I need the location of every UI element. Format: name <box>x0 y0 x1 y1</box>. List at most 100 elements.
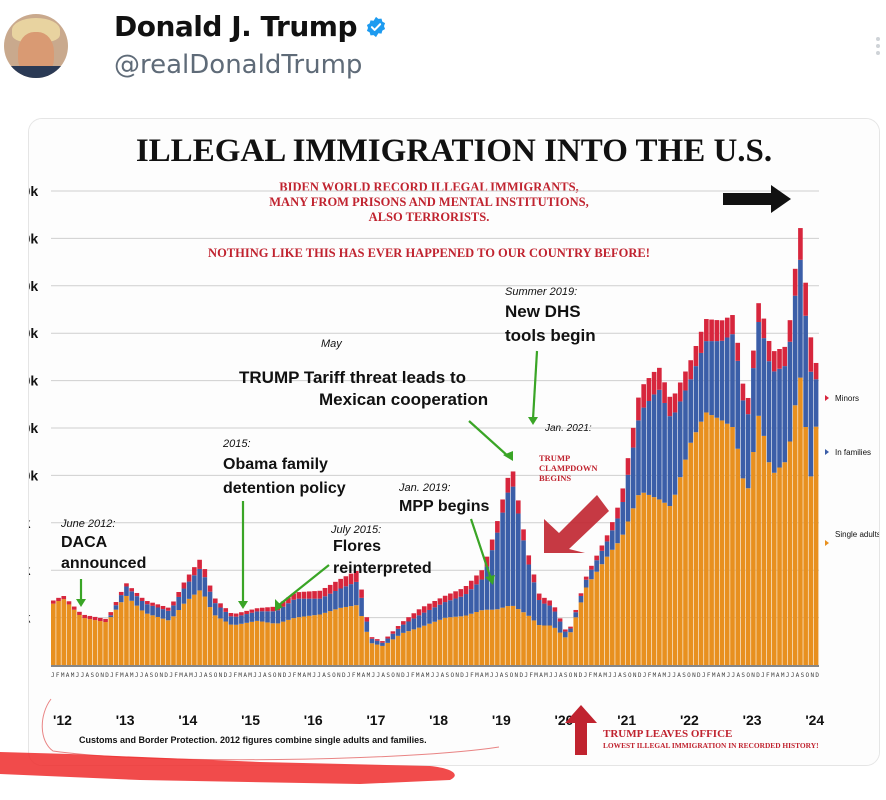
bar-segment-1 <box>139 600 145 611</box>
bar-segment-1 <box>808 371 814 477</box>
bar-segment-1 <box>134 596 140 606</box>
bar-segment-2 <box>474 575 479 585</box>
bar-segment-2 <box>139 597 145 601</box>
bar-segment-0 <box>798 377 803 665</box>
bar-segment-1 <box>171 605 176 617</box>
bar-segment-1 <box>500 512 505 608</box>
bar-segment-2 <box>730 315 735 335</box>
bar-segment-1 <box>322 596 328 613</box>
avatar[interactable] <box>4 14 68 78</box>
bar-segment-2 <box>495 521 500 533</box>
bar-segment-2 <box>380 641 385 643</box>
bar-segment-1 <box>813 379 819 427</box>
post-image[interactable]: ILLEGAL IMMIGRATION INTO THE U.S. BIDEN … <box>28 118 880 766</box>
bar-segment-2 <box>709 319 714 342</box>
bar-segment-1 <box>453 598 458 617</box>
bar-segment-2 <box>171 601 176 606</box>
bar-segment-2 <box>610 522 615 531</box>
bar-segment-2 <box>103 618 108 623</box>
bar-segment-0 <box>651 497 657 665</box>
dhs-arrowhead <box>528 417 538 425</box>
bar-segment-1 <box>176 596 182 611</box>
bar-segment-0 <box>787 441 793 665</box>
mpp-arrowhead <box>485 575 495 585</box>
bar-segment-1 <box>693 366 699 433</box>
bar-segment-0 <box>77 614 82 665</box>
bar-segment-2 <box>604 535 610 542</box>
source-note: Customs and Border Protection. 2012 figu… <box>79 735 427 745</box>
bar-segment-1 <box>118 595 124 603</box>
bar-segment-2 <box>265 607 270 612</box>
bar-segment-1 <box>124 586 129 596</box>
bar-segment-0 <box>672 494 678 665</box>
bar-segment-2 <box>228 612 234 617</box>
bar-segment-0 <box>291 618 296 665</box>
chart-legend: Minors In families Single adults <box>825 394 879 546</box>
bar-segment-0 <box>646 494 652 665</box>
bar-segment-2 <box>704 319 709 342</box>
bar-segment-2 <box>688 360 694 380</box>
bar-segment-0 <box>724 423 730 665</box>
obama-arrowhead <box>238 601 248 609</box>
bar-segment-2 <box>150 602 155 606</box>
bar-segment-1 <box>202 577 208 597</box>
bar-segment-1 <box>510 486 516 606</box>
tariff-text: Mexican cooperation <box>319 390 488 409</box>
more-options-icon[interactable] <box>874 34 882 56</box>
bar-segment-0 <box>704 412 709 665</box>
bar-segment-1 <box>239 615 244 624</box>
bar-segment-2 <box>777 349 782 369</box>
bar-segment-1 <box>505 492 511 607</box>
x-tick-label: '13 <box>116 712 135 728</box>
daca-arrowhead <box>76 599 86 607</box>
bar-segment-0 <box>489 609 495 665</box>
bar-segment-0 <box>594 571 599 665</box>
bar-segment-1 <box>385 638 390 643</box>
bar-segment-1 <box>275 610 281 624</box>
bar-segment-2 <box>390 631 396 634</box>
bar-segment-2 <box>719 320 725 341</box>
bar-segment-2 <box>197 559 202 569</box>
bar-segment-0 <box>500 607 505 665</box>
bar-segment-1 <box>259 611 265 622</box>
bar-segment-0 <box>510 605 516 665</box>
bar-segment-1 <box>542 603 547 626</box>
bar-segment-0 <box>61 599 67 665</box>
bar-segment-1 <box>625 474 631 522</box>
author-name[interactable]: Donald J. Trump <box>114 10 357 43</box>
bar-segment-1 <box>401 624 406 633</box>
tariff-text: TRUMP Tariff threat leads to <box>239 368 466 387</box>
bar-segment-1 <box>448 600 453 618</box>
post-header: Donald J. Trump @realDonaldTrump <box>0 0 886 110</box>
bar-segment-0 <box>145 613 150 665</box>
bar-segment-2 <box>667 396 673 417</box>
bar-segment-2 <box>693 345 699 367</box>
bar-segment-0 <box>542 625 547 665</box>
author-handle[interactable]: @realDonaldTrump <box>114 50 363 80</box>
bar-segment-0 <box>71 609 77 665</box>
bar-segment-0 <box>401 632 406 665</box>
bar-segment-1 <box>547 605 552 626</box>
bar-segment-1 <box>724 337 730 424</box>
bar-segment-0 <box>228 624 234 665</box>
mpp-date: Jan. 2019: <box>398 482 450 494</box>
bar-segment-1 <box>777 368 782 468</box>
crackdown-text: CLAMPDOWN <box>539 463 598 473</box>
bar-segment-1 <box>286 603 291 620</box>
bar-segment-2 <box>202 569 208 578</box>
bar-segment-0 <box>56 601 61 665</box>
bar-segment-1 <box>411 618 417 630</box>
bar-segment-2 <box>792 268 798 296</box>
y-tick-label: 60k <box>29 562 31 578</box>
bar-segment-0 <box>390 639 396 665</box>
lowest-text: LOWEST ILLEGAL IMMIGRATION IN RECORDED H… <box>603 741 819 750</box>
immigration-chart: ILLEGAL IMMIGRATION INTO THE U.S. BIDEN … <box>29 119 879 765</box>
bar-segment-0 <box>683 459 688 665</box>
bar-segment-1 <box>740 400 746 479</box>
bar-segment-1 <box>442 602 448 618</box>
obama-text: detention policy <box>223 480 346 497</box>
bar-segment-1 <box>526 564 532 616</box>
tariff-arrow <box>468 420 510 458</box>
bar-segment-0 <box>474 611 479 665</box>
bar-segment-0 <box>385 642 390 665</box>
